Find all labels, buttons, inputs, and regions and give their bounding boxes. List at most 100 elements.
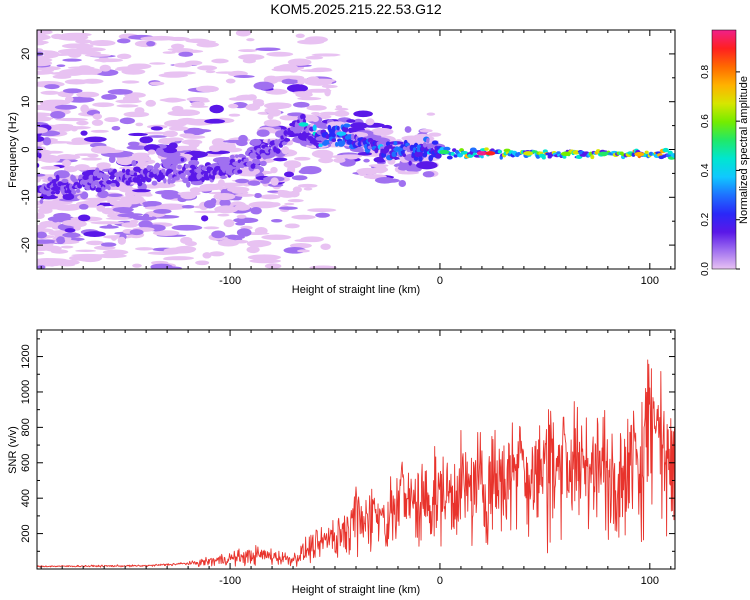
heatmap-noise-cell	[162, 257, 176, 261]
snr-y-tick-label: 800	[20, 418, 32, 436]
heatmap-cell	[80, 191, 89, 200]
heatmap-ridge-cell	[234, 154, 239, 159]
heatmap-ridge-cell	[435, 153, 441, 159]
heatmap-ridge-cell	[133, 172, 138, 177]
heatmap-noise-cell	[309, 265, 337, 269]
heatmap-ridge-cell	[61, 188, 66, 195]
heatmap-cell	[318, 157, 334, 164]
heatmap-cell	[99, 149, 124, 153]
heatmap-ridge-cell	[37, 162, 40, 168]
heatmap-ridge-cell	[402, 153, 406, 158]
heatmap-ridge-cell	[39, 199, 44, 204]
heatmap-cell	[283, 171, 295, 178]
heatmap-cell	[397, 171, 420, 175]
heatmap-noise-cell	[37, 200, 64, 207]
heatmap-noise-cell	[40, 90, 60, 95]
heatmap-cell	[162, 130, 178, 138]
heatmap-ridge-cell	[107, 185, 111, 191]
heatmap-ridge-cell	[460, 150, 469, 155]
heatmap-cell	[51, 217, 60, 223]
heatmap-ridge-cell	[184, 163, 189, 169]
heatmap-cell	[164, 119, 188, 128]
heatmap-ridge-cell	[55, 189, 60, 195]
heatmap-ridge-cell	[446, 155, 453, 160]
heatmap-noise-cell	[247, 254, 282, 261]
heatmap-cell	[426, 112, 436, 116]
heatmap-noise-cell	[152, 230, 180, 236]
heatmap-peak-cell	[598, 151, 609, 157]
heatmap-noise-cell	[111, 125, 121, 131]
heatmap-ridge-cell	[61, 178, 69, 183]
heatmap-noise-cell	[145, 35, 177, 41]
snr-y-tick-label: 600	[20, 454, 32, 472]
heatmap-cell	[118, 185, 134, 193]
heatmap-cell	[166, 137, 184, 142]
heatmap-ridge-cell	[154, 162, 161, 169]
heatmap-noise-cell	[320, 243, 331, 250]
heatmap-noise-cell	[56, 64, 66, 67]
heatmap-noise-cell	[80, 256, 101, 263]
heatmap-ridge-cell	[131, 159, 137, 167]
heatmap-cell	[37, 212, 45, 220]
heatmap-ridge-cell	[115, 181, 120, 188]
heatmap-noise-cell	[266, 51, 294, 57]
heatmap-ridge-cell	[164, 164, 172, 169]
heatmap-noise-cell	[53, 212, 71, 219]
heatmap-ridge-cell	[249, 152, 257, 159]
heatmap-noise-cell	[37, 34, 51, 41]
heatmap-noise-cell	[81, 157, 103, 161]
heatmap-ridge-cell	[497, 149, 502, 154]
heatmap-noise-cell	[116, 53, 132, 60]
heatmap-cell	[117, 236, 127, 245]
heatmap-noise-cell	[178, 51, 194, 57]
heatmap-cell	[236, 140, 248, 147]
heatmap-cell	[83, 231, 106, 237]
heatmap-noise-cell	[44, 53, 73, 56]
heatmap-cell	[223, 219, 235, 228]
spectrogram-y-tick-label: 10	[20, 96, 32, 108]
heatmap-noise-cell	[67, 66, 95, 70]
heatmap-ridge-cell	[229, 154, 235, 159]
colorbar: 0.0 0.2 0.4 0.6 0.8 Normalized spectral ampl…	[700, 29, 750, 276]
heatmap-noise-cell	[54, 259, 80, 266]
heatmap-ridge-cell	[311, 139, 315, 144]
heatmap-cell	[64, 96, 74, 103]
heatmap-noise-cell	[264, 263, 282, 269]
heatmap-noise-cell	[62, 58, 82, 62]
heatmap-cell	[132, 189, 151, 193]
snr-y-tick-label: 1200	[20, 344, 32, 368]
heatmap-cell	[209, 104, 224, 114]
heatmap-cell	[264, 107, 277, 114]
heatmap-peak-cell	[560, 151, 571, 157]
heatmap-cell	[118, 199, 142, 205]
heatmap-ridge-cell	[503, 148, 511, 153]
heatmap-ridge-cell	[121, 168, 126, 173]
heatmap-noise-cell	[107, 88, 133, 95]
heatmap-noise-cell	[98, 56, 109, 63]
heatmap-ridge-cell	[95, 187, 103, 193]
heatmap-cell	[289, 67, 298, 73]
heatmap-cell	[286, 84, 308, 93]
heatmap-cell	[324, 88, 331, 97]
heatmap-ridge-cell	[256, 154, 262, 160]
snr-x-tick-label: 100	[641, 575, 659, 587]
heatmap-cell	[428, 132, 442, 137]
heatmap-noise-cell	[54, 104, 78, 110]
heatmap-ridge-cell	[393, 141, 398, 146]
heatmap-peak-cell	[439, 149, 450, 155]
heatmap-cell	[69, 141, 84, 145]
colorbar-scale	[712, 30, 736, 269]
colorbar-ticks: 0.0 0.2 0.4 0.6 0.8	[700, 29, 740, 276]
heatmap-cell	[357, 151, 372, 156]
heatmap-ridge-cell	[94, 167, 100, 174]
heatmap-noise-cell	[315, 212, 330, 218]
heatmap-cell	[249, 138, 262, 146]
heatmap-cell	[150, 126, 163, 131]
heatmap-cell	[70, 125, 79, 132]
heatmap-noise-cell	[167, 110, 193, 117]
heatmap-noise-cell	[76, 91, 100, 98]
heatmap-noise-cell	[117, 38, 131, 44]
heatmap-ridge-cell	[146, 165, 154, 171]
heatmap-noise-cell	[248, 201, 280, 209]
heatmap-cell	[181, 139, 203, 145]
